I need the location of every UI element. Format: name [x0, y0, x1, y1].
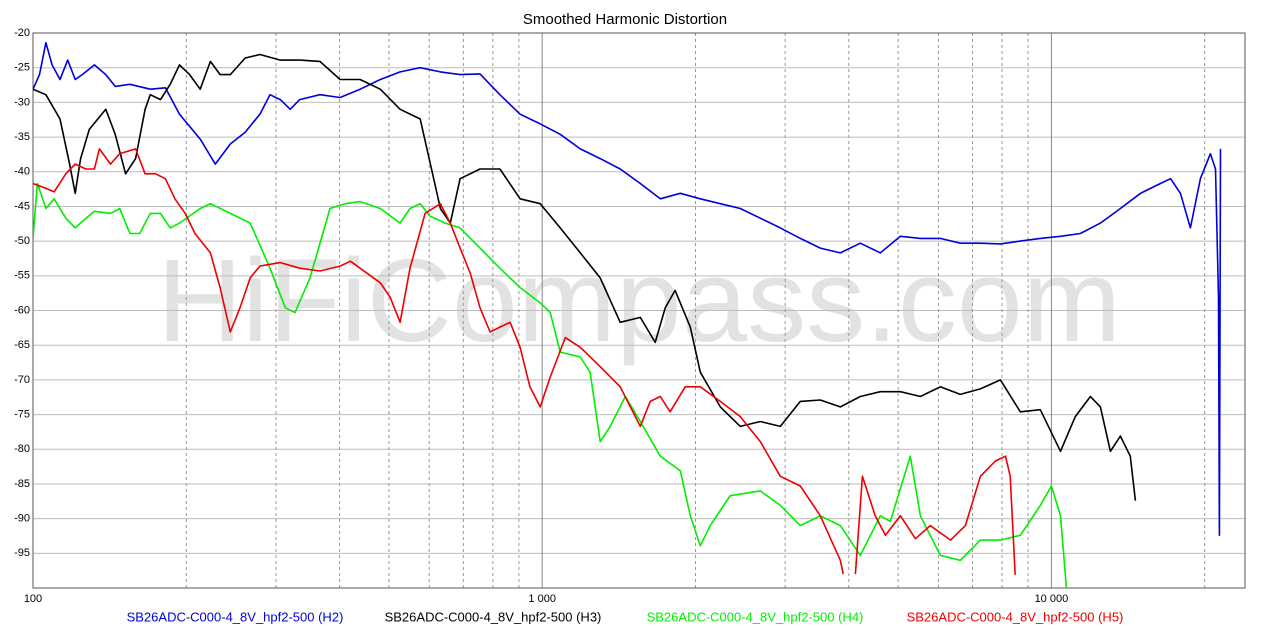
y-tick-label: -75	[14, 408, 30, 420]
legend-entry: SB26ADC-C000-4_8V_hpf2-500 (H5)	[907, 609, 1124, 624]
x-tick-label: 100	[24, 593, 42, 605]
series-line	[33, 41, 1222, 537]
series-line	[33, 53, 1137, 501]
y-tick-label: -55	[14, 270, 30, 282]
x-tick-label: 1 000	[528, 593, 556, 605]
legend-entry: SB26ADC-C000-4_8V_hpf2-500 (H2)	[127, 609, 344, 624]
y-tick-label: -70	[14, 374, 30, 386]
y-tick-label: -35	[14, 131, 30, 143]
legend-entry: SB26ADC-C000-4_8V_hpf2-500 (H4)	[647, 609, 864, 624]
x-tick-label: 10 000	[1035, 593, 1069, 605]
y-tick-label: -40	[14, 166, 30, 178]
y-tick-label: -85	[14, 478, 30, 490]
y-tick-label: -60	[14, 304, 30, 316]
y-tick-label: -25	[14, 62, 30, 74]
legend-entry: SB26ADC-C000-4_8V_hpf2-500 (H3)	[385, 609, 602, 624]
y-tick-label: -20	[14, 27, 30, 39]
plot-area	[33, 41, 1222, 588]
y-tick-label: -50	[14, 235, 30, 247]
y-tick-label: -80	[14, 443, 30, 455]
y-tick-label: -30	[14, 96, 30, 108]
series-line	[33, 182, 1068, 588]
y-tick-label: -65	[14, 339, 30, 351]
y-tick-label: -95	[14, 547, 30, 559]
series-line	[33, 148, 1016, 575]
plot-border	[32, 32, 1246, 589]
y-tick-label: -90	[14, 513, 30, 525]
chart-title: Smoothed Harmonic Distortion	[523, 11, 727, 28]
y-tick-label: -45	[14, 200, 30, 212]
watermark: HiFiCompass.com	[157, 235, 1121, 367]
